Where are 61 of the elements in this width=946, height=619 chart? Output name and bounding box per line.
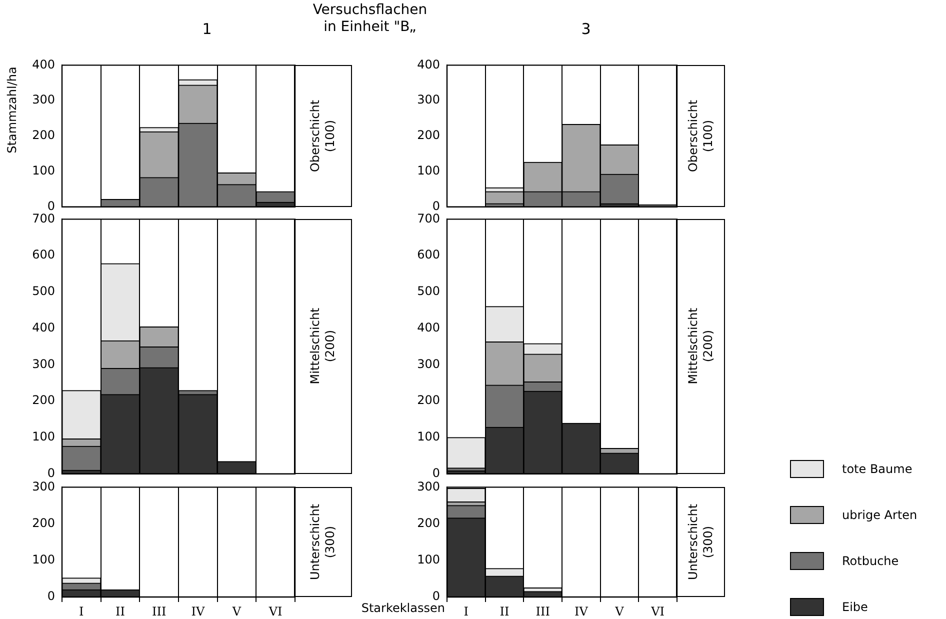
y-tick-label: 200 (32, 393, 55, 408)
text: Unterschicht (300) (308, 504, 338, 580)
x-tick-label: V (231, 604, 242, 618)
text: Mittelschicht (200) (308, 308, 338, 385)
y-tick-label: 100 (32, 552, 55, 567)
text: Oberschicht (100) (308, 100, 338, 172)
x-tick-label: III (152, 604, 166, 618)
y-tick-label: 200 (32, 128, 55, 142)
chart-title: 1 (202, 20, 212, 38)
y-tick-label: 300 (417, 356, 440, 371)
y-tick-label: 300 (32, 92, 55, 107)
legend-label: tote Baume (842, 462, 912, 476)
y-tick-label: 200 (417, 128, 440, 142)
y-tick-label: 300 (32, 479, 55, 494)
legend-label: Eibe (842, 600, 868, 614)
x-tick-label: VI (650, 604, 665, 618)
chart-title: 3 (580, 20, 592, 38)
x-tick-label: IV (574, 604, 588, 618)
y-tick-label: 0 (47, 198, 55, 213)
y-tick-label: 300 (32, 356, 55, 371)
y-tick-label: 0 (432, 589, 440, 604)
y-tick-label: 0 (432, 466, 440, 480)
y-tick-label: 500 (417, 284, 440, 298)
text: Oberschicht (100) (686, 100, 716, 172)
x-tick-label: VI (268, 604, 283, 618)
y-tick-label: 400 (32, 320, 55, 334)
y-tick-label: 600 (417, 248, 440, 262)
y-tick-label: 400 (417, 57, 440, 72)
y-tick-label: 0 (47, 589, 55, 604)
y-tick-label: 500 (32, 284, 55, 298)
y-tick-label: 100 (417, 552, 440, 567)
y-tick-label: 100 (417, 430, 440, 444)
y-tick-label: 300 (417, 92, 440, 107)
x-tick-label: III (536, 604, 550, 618)
x-tick-label: I (79, 604, 84, 618)
x-tick-label: II (500, 604, 510, 618)
y-tick-label: 200 (32, 516, 55, 530)
y-tick-label: 700 (417, 211, 440, 226)
y-tick-label: 400 (32, 57, 55, 72)
text: Versuchsflachen in Einheit "B„ (312, 2, 428, 36)
y-tick-label: 100 (417, 164, 440, 178)
text: Mittelschicht (200) (686, 308, 716, 385)
x-axis-title: Starkeklassen (361, 601, 445, 616)
x-tick-label: IV (191, 604, 205, 618)
y-tick-label: 200 (417, 393, 440, 408)
y-tick-label: 100 (32, 430, 55, 444)
legend-label: Rotbuche (842, 554, 899, 568)
y-axis-title: Stammzahl/ha (4, 66, 20, 154)
y-tick-label: 0 (432, 198, 440, 213)
y-tick-label: 400 (417, 320, 440, 334)
x-tick-label: I (464, 604, 469, 618)
y-tick-label: 600 (32, 248, 55, 262)
y-tick-label: 200 (417, 516, 440, 530)
y-tick-label: 300 (417, 479, 440, 494)
legend-label: ubrige Arten (842, 508, 918, 522)
y-tick-label: 100 (32, 164, 55, 178)
x-tick-label: II (116, 604, 126, 618)
x-tick-label: V (614, 604, 624, 618)
text: Unterschicht (300) (686, 504, 716, 580)
y-tick-label: 700 (32, 211, 55, 226)
y-tick-label: 0 (47, 466, 55, 480)
